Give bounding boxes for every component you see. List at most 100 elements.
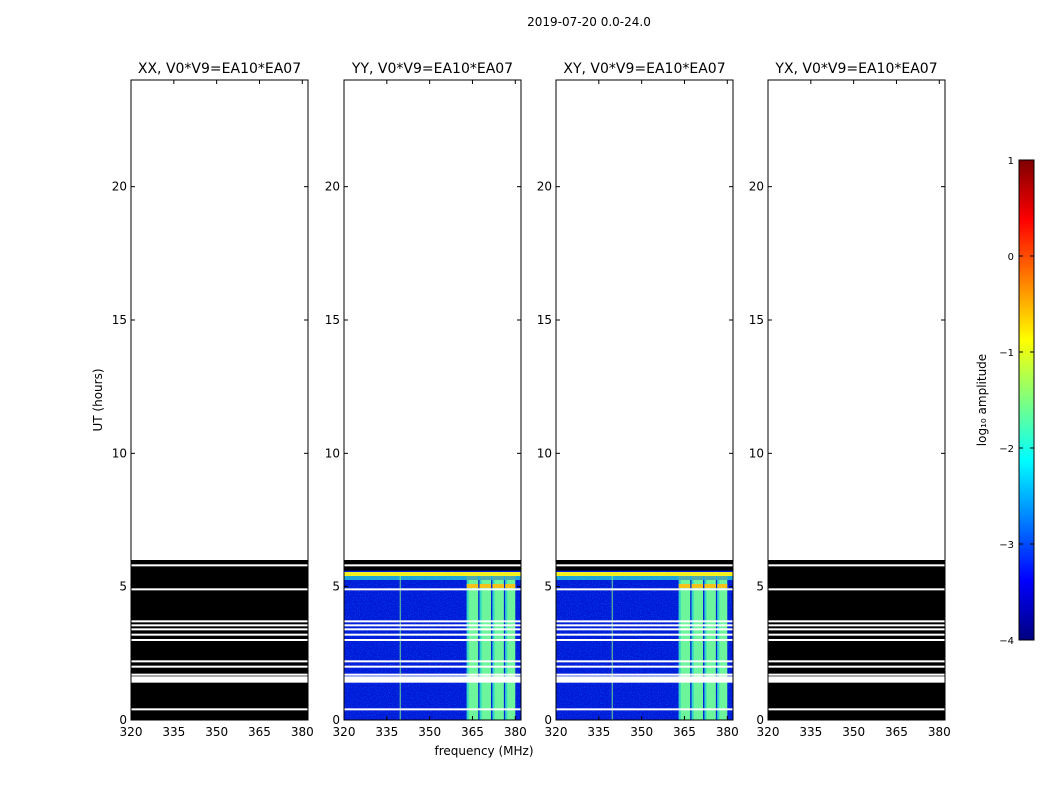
rfi-channel-line — [611, 576, 613, 720]
gap-row — [768, 628, 945, 631]
warm-spot — [717, 584, 728, 588]
y-tick-label: 10 — [112, 446, 127, 460]
y-tick-label: 5 — [756, 580, 764, 594]
x-tick-label: 380 — [291, 725, 314, 739]
y-tick-label: 0 — [332, 713, 340, 727]
gap-row — [131, 628, 308, 631]
panel-plot-area — [768, 560, 945, 720]
panels: XX, V0*V9=EA10*EA07 320 335 350 365 380 0 5 10 15… — [112, 61, 951, 739]
colorbar-tick-label: −2 — [999, 444, 1014, 455]
gap-row — [768, 624, 945, 627]
y-tick-label: 0 — [119, 713, 127, 727]
x-tick-label: 380 — [504, 725, 527, 739]
scan-stripe-cyan — [344, 576, 521, 580]
x-tick-label: 320 — [545, 725, 568, 739]
panel-title: XY, V0*V9=EA10*EA07 — [563, 61, 725, 77]
colorbar-label: log₁₀ amplitude — [975, 354, 989, 446]
gap-row — [768, 639, 945, 641]
x-tick-label: 320 — [120, 725, 143, 739]
bright-channel-block — [717, 576, 728, 720]
x-tick-label: 320 — [333, 725, 356, 739]
gap-band — [131, 677, 308, 683]
x-tick-label: 365 — [885, 725, 908, 739]
gap-row — [131, 588, 308, 591]
y-tick-label: 20 — [537, 180, 552, 194]
y-tick-label: 5 — [544, 580, 552, 594]
scan-stripe-cyan — [556, 576, 733, 580]
gap-row — [768, 620, 945, 623]
gap-row — [344, 665, 521, 668]
figure-title: 2019-07-20 0.0-24.0 — [527, 15, 651, 29]
panel-plot-area — [556, 560, 733, 720]
bright-channel-block — [492, 576, 504, 720]
gap-row — [131, 639, 308, 641]
gap-row — [131, 624, 308, 627]
gap-row — [768, 660, 945, 663]
y-tick-label: 20 — [325, 180, 340, 194]
panel-frame — [130, 79, 309, 721]
gap-row — [768, 588, 945, 591]
gap-row — [344, 708, 521, 711]
gap-row — [556, 624, 733, 627]
gap-row — [344, 633, 521, 636]
colorbar-tick-label: 0 — [1008, 252, 1014, 263]
scan-start-stripe — [344, 572, 521, 576]
bright-channel-block-edge — [691, 576, 694, 720]
gap-row — [131, 620, 308, 623]
gap-row — [556, 633, 733, 636]
x-tick-label: 335 — [375, 725, 398, 739]
panel-title: XX, V0*V9=EA10*EA07 — [138, 61, 301, 77]
bright-channel-block — [691, 576, 704, 720]
y-tick-label: 15 — [537, 313, 552, 327]
x-tick-label: 365 — [248, 725, 271, 739]
gap-band — [344, 677, 521, 683]
gap-row — [768, 633, 945, 636]
y-tick-label: 0 — [756, 713, 764, 727]
gap-row — [344, 628, 521, 631]
gap-row — [344, 620, 521, 623]
gap-row — [768, 673, 945, 676]
gap-row — [556, 665, 733, 668]
y-tick-label: 10 — [749, 446, 764, 460]
gap-band — [556, 677, 733, 683]
y-axis-label: UT (hours) — [91, 368, 105, 431]
warm-spot — [678, 584, 691, 588]
x-tick-label: 350 — [205, 725, 228, 739]
bright-channel-block — [466, 576, 479, 720]
y-tick-label: 10 — [325, 446, 340, 460]
colorbar-bar — [1018, 159, 1035, 641]
bright-channel-block — [505, 576, 516, 720]
x-tick-label: 320 — [757, 725, 780, 739]
gap-row — [344, 673, 521, 676]
colorbar-tick-label: −4 — [999, 636, 1014, 647]
gap-row — [131, 665, 308, 668]
bright-channel-block — [479, 576, 492, 720]
bright-channel-block-edge — [479, 576, 482, 720]
gap-row — [556, 628, 733, 631]
panel-title: YY, V0*V9=EA10*EA07 — [351, 61, 513, 77]
gap-row — [556, 564, 733, 567]
gap-row — [556, 620, 733, 623]
y-tick-label: 15 — [112, 313, 127, 327]
colorbar-tick-label: 1 — [1008, 156, 1014, 167]
y-tick-label: 5 — [119, 580, 127, 594]
y-tick-label: 15 — [749, 313, 764, 327]
gap-row — [344, 588, 521, 591]
warm-spot — [479, 584, 492, 588]
gap-row — [344, 564, 521, 567]
bright-channel-block-edge — [466, 576, 469, 720]
bright-channel-block — [678, 576, 691, 720]
x-tick-label: 365 — [673, 725, 696, 739]
bright-channel-block-edge — [505, 576, 508, 720]
gap-band — [768, 677, 945, 683]
colorbar-tick-label: −1 — [999, 348, 1014, 359]
y-tick-label: 15 — [325, 313, 340, 327]
colorbar-ticks: 1 0 −1 −2 −3 −4 — [999, 156, 1034, 647]
panel-plot-area — [131, 560, 308, 720]
x-axis-label: frequency (MHz) — [434, 744, 533, 758]
panel-2: YY, V0*V9=EA10*EA07 320 335 350 365 380 0 5 10 15… — [325, 61, 527, 739]
bright-channel-block-edge — [492, 576, 495, 720]
panel-frame — [767, 79, 946, 721]
x-tick-label: 335 — [799, 725, 822, 739]
